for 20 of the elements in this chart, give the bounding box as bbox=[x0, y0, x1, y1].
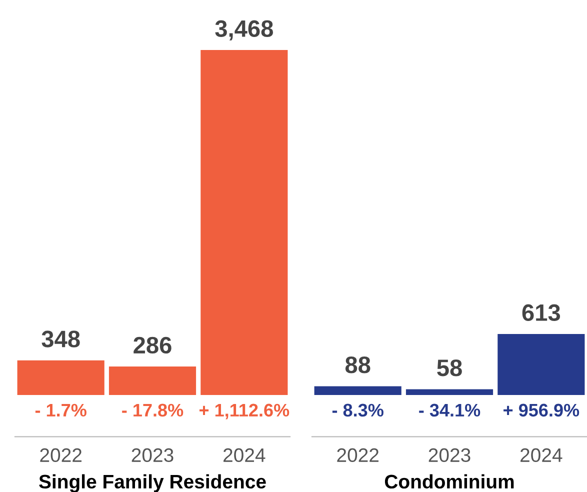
text: + 1,112.6% bbox=[199, 404, 290, 420]
x-tick-label: 2024 bbox=[520, 448, 562, 462]
x-axis-title: Single Family Residence bbox=[39, 474, 266, 492]
text: - 8.3% bbox=[332, 404, 384, 417]
data-label: 348 bbox=[42, 330, 80, 348]
data-label: 3,468 bbox=[215, 20, 273, 40]
text: - 17.8% bbox=[122, 404, 184, 417]
text: - 34.1% bbox=[419, 404, 480, 417]
x-tick-label: 2022 bbox=[337, 448, 378, 462]
data-label: 88 bbox=[345, 356, 370, 374]
text: - 1.7% bbox=[35, 404, 86, 417]
x-tick-label: 2023 bbox=[132, 448, 174, 462]
x-tick-label: 2024 bbox=[224, 448, 266, 462]
x-tick-label: 2023 bbox=[428, 448, 470, 462]
text: + 956.9% bbox=[504, 404, 580, 417]
data-label: 613 bbox=[522, 304, 560, 322]
x-tick-label: 2022 bbox=[40, 448, 82, 462]
data-label: 286 bbox=[134, 336, 172, 354]
x-axis-title: Condominium bbox=[384, 474, 514, 489]
data-label: 58 bbox=[437, 360, 462, 376]
